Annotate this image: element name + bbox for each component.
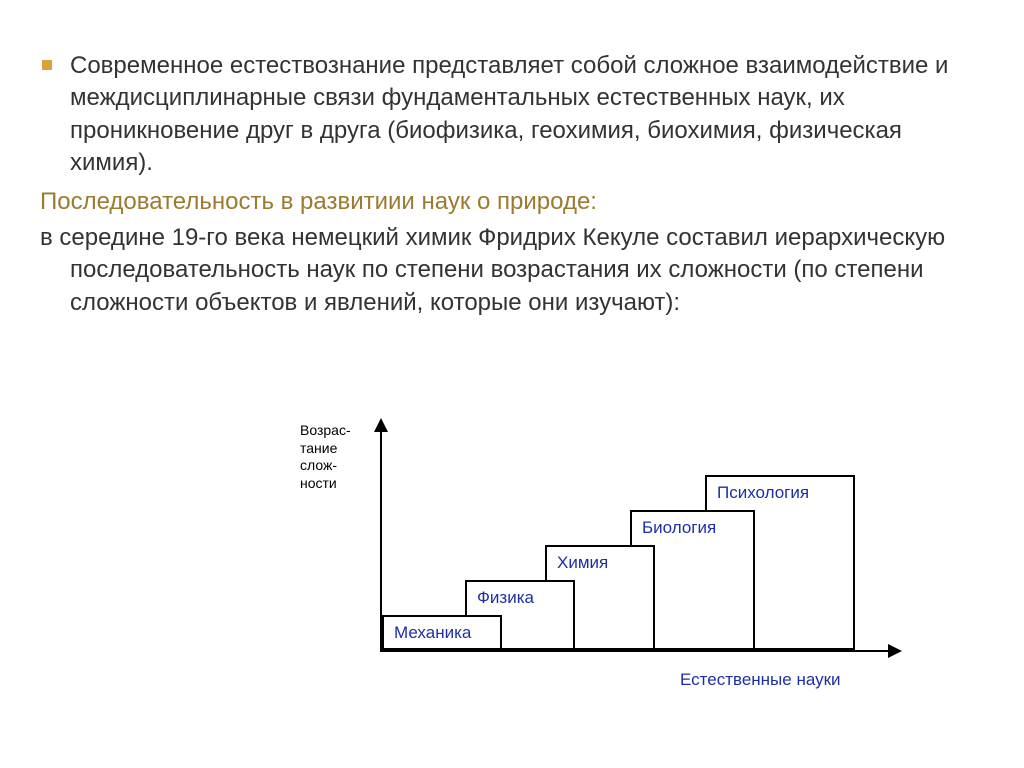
bullet-paragraph-text: Современное естествознание представляет … <box>70 52 948 176</box>
x-axis-label: Естественные науки <box>680 670 841 690</box>
bullet-icon <box>42 60 52 70</box>
arrow-right-icon <box>888 644 902 658</box>
bullet-paragraph-block: Современное естествознание представляет … <box>40 50 984 180</box>
stair-diagram: Возрас- тание слож- ности Психология Био… <box>300 420 920 700</box>
y-axis-label-line: Возрас- <box>300 422 351 438</box>
y-axis-label-line: тание <box>300 440 337 456</box>
y-axis-label-line: ности <box>300 475 337 491</box>
slide: Современное естествознание представляет … <box>0 0 1024 768</box>
y-axis-label: Возрас- тание слож- ности <box>300 422 372 492</box>
subtitle-text: Последовательность в развитиии наук о пр… <box>40 186 984 218</box>
y-axis-label-line: слож- <box>300 457 337 473</box>
body-paragraph-text: в середине 19-го века немецкий химик Фри… <box>40 224 945 316</box>
body-paragraph: в середине 19-го века немецкий химик Фри… <box>40 222 984 319</box>
step-box-mechanics: Механика <box>382 615 502 650</box>
x-axis <box>380 650 890 652</box>
